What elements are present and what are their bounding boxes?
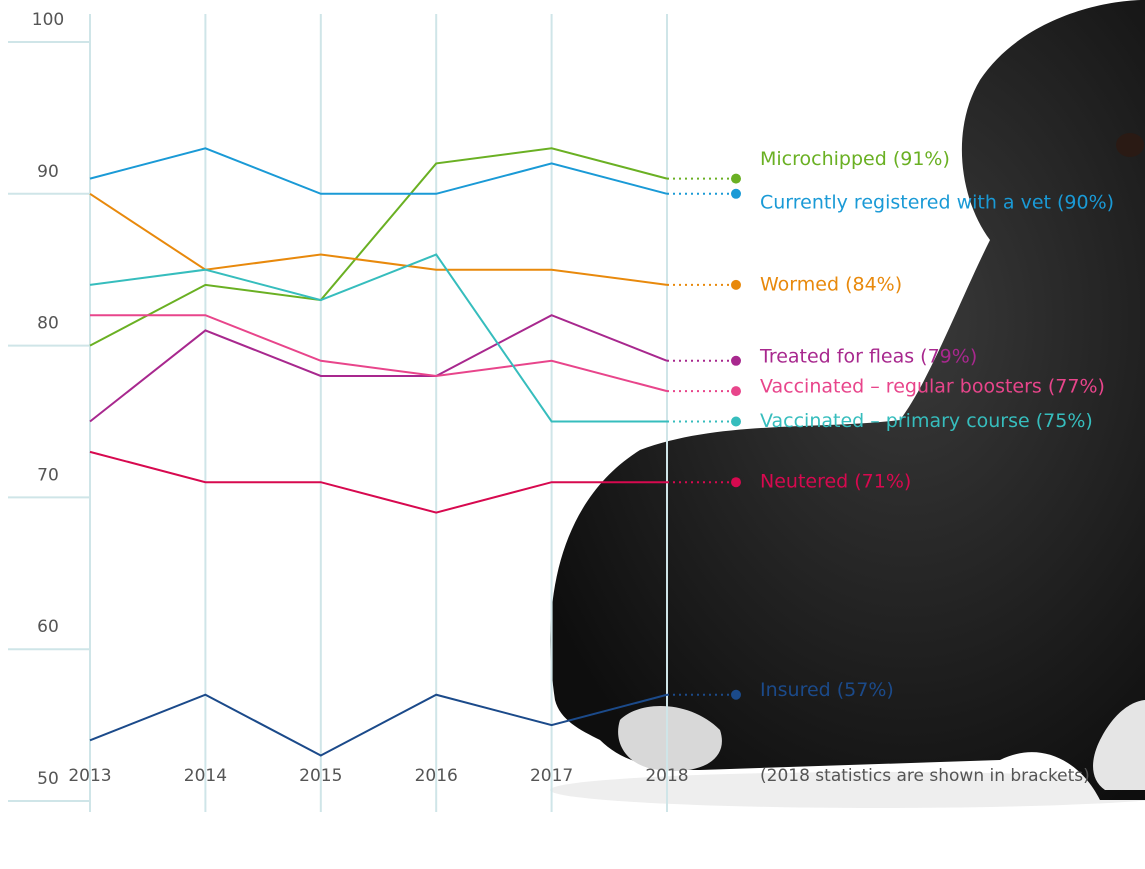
end-dot	[731, 477, 741, 488]
x-tick-label: 2017	[530, 766, 573, 786]
series-line	[89, 147, 668, 347]
y-tick-label: 50	[37, 769, 59, 789]
x-tick-label: 2014	[184, 766, 227, 786]
y-tick-label: 80	[37, 314, 59, 334]
legend-label: Microchipped (91%)	[760, 148, 950, 170]
series-line	[90, 314, 668, 393]
series-line	[89, 450, 667, 514]
series-line	[89, 693, 668, 757]
y-tick-label: 60	[37, 617, 59, 637]
y-tick-label: 70	[37, 465, 59, 485]
x-tick-label: 2018	[645, 766, 688, 786]
legend-label: Vaccinated – primary course (75%)	[760, 410, 1093, 432]
legend-label: Currently registered with a vet (90%)	[760, 191, 1114, 213]
end-dot	[731, 386, 741, 397]
end-dot	[731, 416, 741, 427]
legend-label: Insured (57%)	[760, 679, 894, 701]
series-line	[89, 147, 668, 195]
series-line	[89, 192, 668, 286]
x-tick-label: 2015	[299, 766, 342, 786]
series-line	[89, 253, 667, 423]
end-dot	[731, 188, 741, 199]
legend-label: Neutered (71%)	[760, 471, 911, 493]
end-dot	[731, 173, 741, 184]
note: (2018 statistics are shown in brackets)	[760, 766, 1090, 786]
series-line	[89, 314, 668, 423]
legend-label: Vaccinated – regular boosters (77%)	[760, 376, 1105, 398]
legend-label: Wormed (84%)	[760, 273, 902, 295]
x-tick-label: 2016	[415, 766, 458, 786]
dog-photo	[550, 0, 1145, 808]
x-tick-label: 2013	[68, 766, 111, 786]
end-dot	[731, 689, 741, 700]
y-tick-label: 100	[32, 10, 64, 30]
y-tick-label: 90	[37, 162, 59, 182]
end-dot	[731, 279, 741, 290]
end-dot	[731, 355, 741, 366]
legend-label: Treated for fleas (79%)	[759, 345, 977, 367]
